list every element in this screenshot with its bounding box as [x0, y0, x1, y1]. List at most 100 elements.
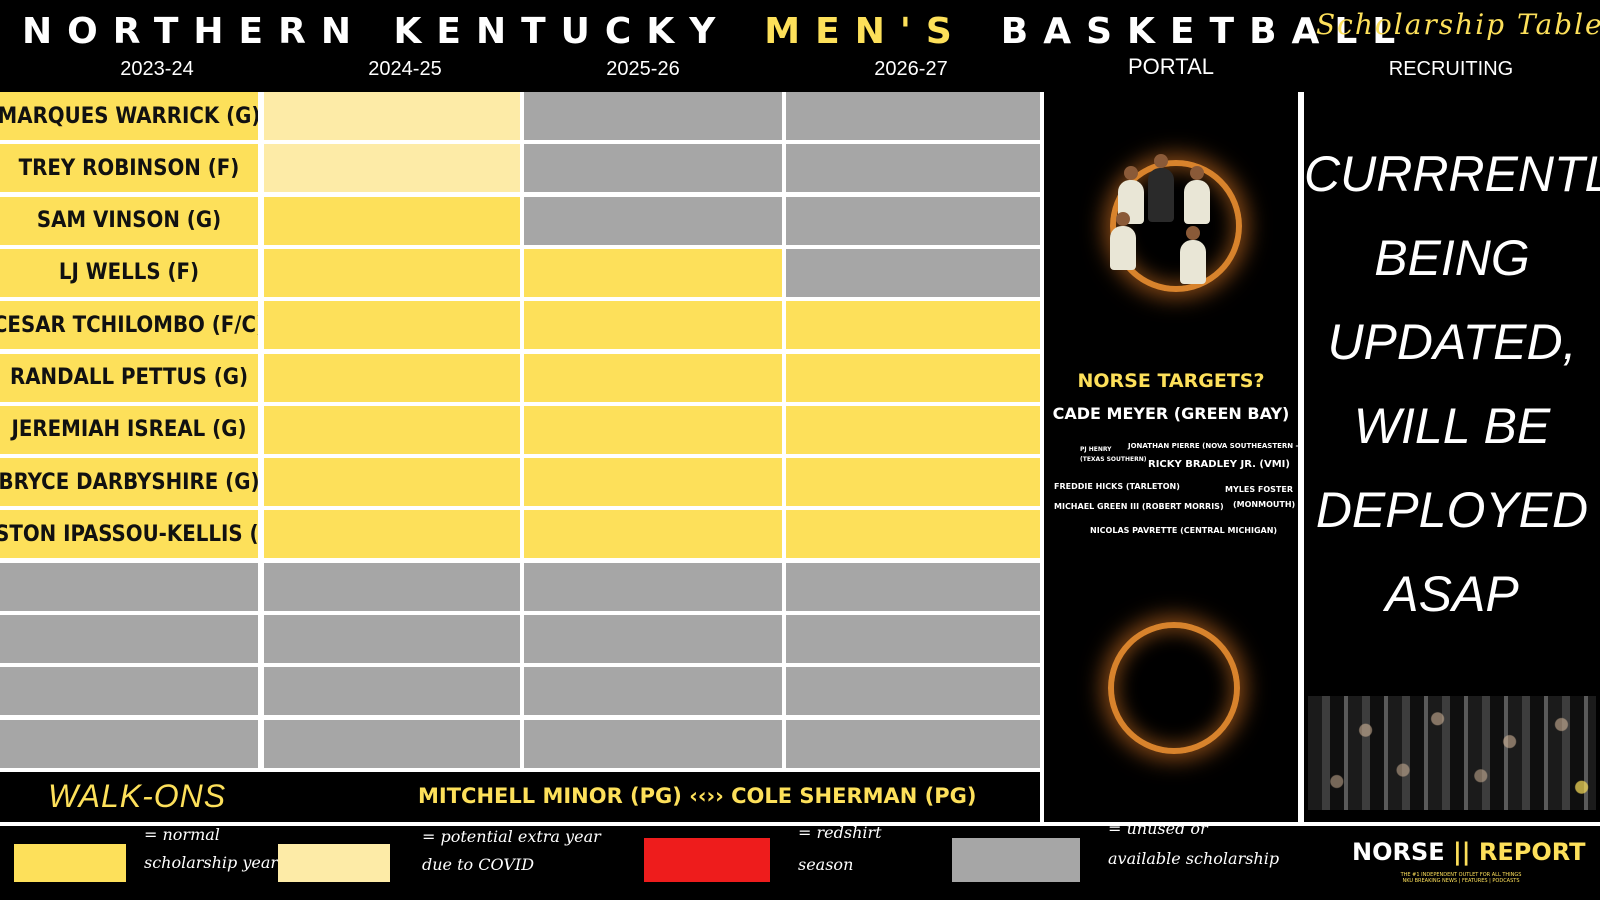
legend-covid-line2: due to COVID: [422, 855, 535, 874]
player-name-cell: MARQUES WARRICK (G): [0, 92, 258, 140]
scholarship-cell-yellow: [786, 405, 1040, 454]
scholarship-cell-cream: [264, 92, 520, 140]
scholarship-cell-gray: [264, 615, 520, 663]
scholarship-cell-gray: [786, 667, 1040, 716]
page-title: NORTHERN KENTUCKY MEN'S BASKETBALL: [22, 6, 1410, 56]
scholarship-cell-yellow: [264, 301, 520, 350]
legend-swatch-redshirt: [644, 838, 770, 882]
player-name-cell: RANDALL PETTUS (G): [0, 353, 258, 402]
norse-report-logo: NORSE || REPORT THE #1 INDEPENDENT OUTLE…: [1304, 826, 1600, 900]
scholarship-cell-gray: [264, 719, 520, 768]
logo-part-1: NORSE: [1352, 838, 1445, 866]
scholarship-cell-gray: [786, 92, 1040, 140]
player-photo: [1180, 226, 1206, 284]
player-photo: [1148, 154, 1174, 222]
scholarship-cell-yellow: [786, 510, 1040, 559]
target-pj-henry-school: (TEXAS SOUTHERN): [1080, 456, 1147, 463]
player-name-cell: BRYCE DARBYSHIRE (G): [0, 458, 258, 507]
portal-ring-bottom: [1108, 622, 1240, 754]
target-pj-henry: PJ HENRY: [1080, 446, 1112, 453]
scholarship-cell-gray: [786, 196, 1040, 245]
column-header-2023-24: 2023-24: [120, 58, 194, 80]
scholarship-cell-yellow: [786, 353, 1040, 402]
scholarship-cell-gray: [524, 562, 782, 611]
player-photo: [1110, 212, 1136, 270]
target-myles-foster-school: (MONMOUTH): [1233, 500, 1296, 509]
scholarship-cell-gray: [786, 248, 1040, 297]
recruiting-line: BEING: [1374, 230, 1530, 286]
targets-title: NORSE TARGETS?: [1077, 370, 1265, 392]
recruiting-line: DEPLOYED: [1315, 482, 1589, 538]
empty-name-cell: [0, 562, 258, 611]
scholarship-cell-yellow: [786, 458, 1040, 507]
scholarship-cell-gray: [264, 562, 520, 611]
recruiting-line: CURRRENTLY: [1304, 146, 1600, 202]
portal-panel: NORSE TARGETS? CADE MEYER (GREEN BAY) PJ…: [1044, 92, 1298, 822]
scholarship-cell-yellow: [786, 301, 1040, 350]
scholarship-cell-gray: [786, 719, 1040, 768]
walk-ons-names: MITCHELL MINOR (PG) ‹‹›› COLE SHERMAN (P…: [418, 784, 977, 808]
recruiting-message: CURRRENTLY BEING UPDATED, WILL BE DEPLOY…: [1304, 132, 1600, 636]
scholarship-cell-yellow: [264, 196, 520, 245]
legend: = normal scholarship year = potential ex…: [0, 819, 1304, 900]
target-michael-green: MICHAEL GREEN III (ROBERT MORRIS): [1054, 502, 1224, 511]
scholarship-cell-yellow: [264, 353, 520, 402]
scholarship-cell-gray: [524, 615, 782, 663]
recruiting-line: ASAP: [1385, 566, 1519, 622]
player-name-cell: JEREMIAH ISREAL (G): [0, 405, 258, 454]
legend-covid-line1: = potential extra year: [422, 827, 601, 846]
player-name-cell: LJ WELLS (F): [0, 248, 258, 297]
player-photo: [1184, 166, 1210, 224]
legend-swatch-unused: [952, 838, 1080, 882]
scholarship-cell-gray: [786, 562, 1040, 611]
player-name-cell: FISTON IPASSOU-KELLIS (G): [0, 510, 258, 559]
legend-divider: [0, 822, 1600, 826]
portal-divider: [1040, 92, 1044, 826]
empty-name-cell: [0, 615, 258, 663]
title-part-1: NORTHERN KENTUCKY: [22, 10, 731, 52]
scholarship-cell-yellow: [524, 248, 782, 297]
column-header-2025-26: 2025-26: [606, 58, 680, 80]
scholarship-cell-yellow: [264, 248, 520, 297]
walk-ons-label: WALK-ONS: [48, 778, 227, 814]
legend-redshirt-line2: season: [798, 855, 854, 874]
empty-name-cell: [0, 719, 258, 768]
logo-separator: ||: [1453, 838, 1471, 866]
column-header-2026-27: 2026-27: [874, 58, 948, 80]
recruiting-line: WILL BE: [1353, 398, 1551, 454]
legend-swatch-covid: [278, 844, 390, 882]
recruiting-panel: CURRRENTLY BEING UPDATED, WILL BE DEPLOY…: [1304, 92, 1600, 822]
logo-tagline: THE #1 INDEPENDENT OUTLET FOR ALL THINGS…: [1400, 872, 1522, 884]
logo-part-2: REPORT: [1478, 838, 1586, 866]
scholarship-cell-gray: [524, 92, 782, 140]
player-name-cell: TREY ROBINSON (F): [0, 144, 258, 193]
scholarship-grid: MARQUES WARRICK (G) TREY ROBINSON (F) SAM …: [0, 92, 1040, 772]
target-ricky-bradley: RICKY BRADLEY JR. (VMI): [1148, 459, 1290, 470]
legend-normal-line2: scholarship year: [144, 853, 279, 872]
scholarship-cell-gray: [786, 144, 1040, 193]
target-myles-foster: MYLES FOSTER: [1225, 485, 1293, 494]
scholarship-cell-gray: [524, 144, 782, 193]
legend-redshirt-line1: = redshirt: [798, 823, 882, 842]
scholarship-cell-gray: [786, 615, 1040, 663]
column-header-recruiting: RECRUITING: [1388, 58, 1514, 80]
target-nicolas-pavrette: NICOLAS PAVRETTE (CENTRAL MICHIGAN): [1090, 526, 1278, 535]
scholarship-cell-yellow: [524, 301, 782, 350]
portal-ring-top: [1110, 160, 1242, 292]
legend-unused-line1: = unused or: [1108, 819, 1208, 838]
column-header-2024-25: 2024-25: [368, 58, 442, 80]
title-part-3: BASKETBALL: [1000, 10, 1411, 52]
target-main: CADE MEYER (GREEN BAY): [1052, 404, 1290, 423]
legend-normal-line1: = normal: [144, 825, 220, 844]
recruiting-line: UPDATED,: [1327, 314, 1577, 370]
scholarship-cell-gray: [524, 667, 782, 716]
scholarship-cell-yellow: [264, 405, 520, 454]
target-freddie-hicks: FREDDIE HICKS (TARLETON): [1054, 482, 1180, 491]
empty-name-cell: [0, 667, 258, 716]
recruiting-divider: [1298, 92, 1304, 900]
subtitle: Scholarship Table: [1316, 8, 1600, 41]
scholarship-cell-yellow: [524, 405, 782, 454]
scholarship-cell-yellow: [524, 353, 782, 402]
crowd-photo: [1308, 696, 1596, 810]
target-jonathan-pierre: JONATHAN PIERRE (NOVA SOUTHEASTERN - DII…: [1128, 442, 1298, 450]
